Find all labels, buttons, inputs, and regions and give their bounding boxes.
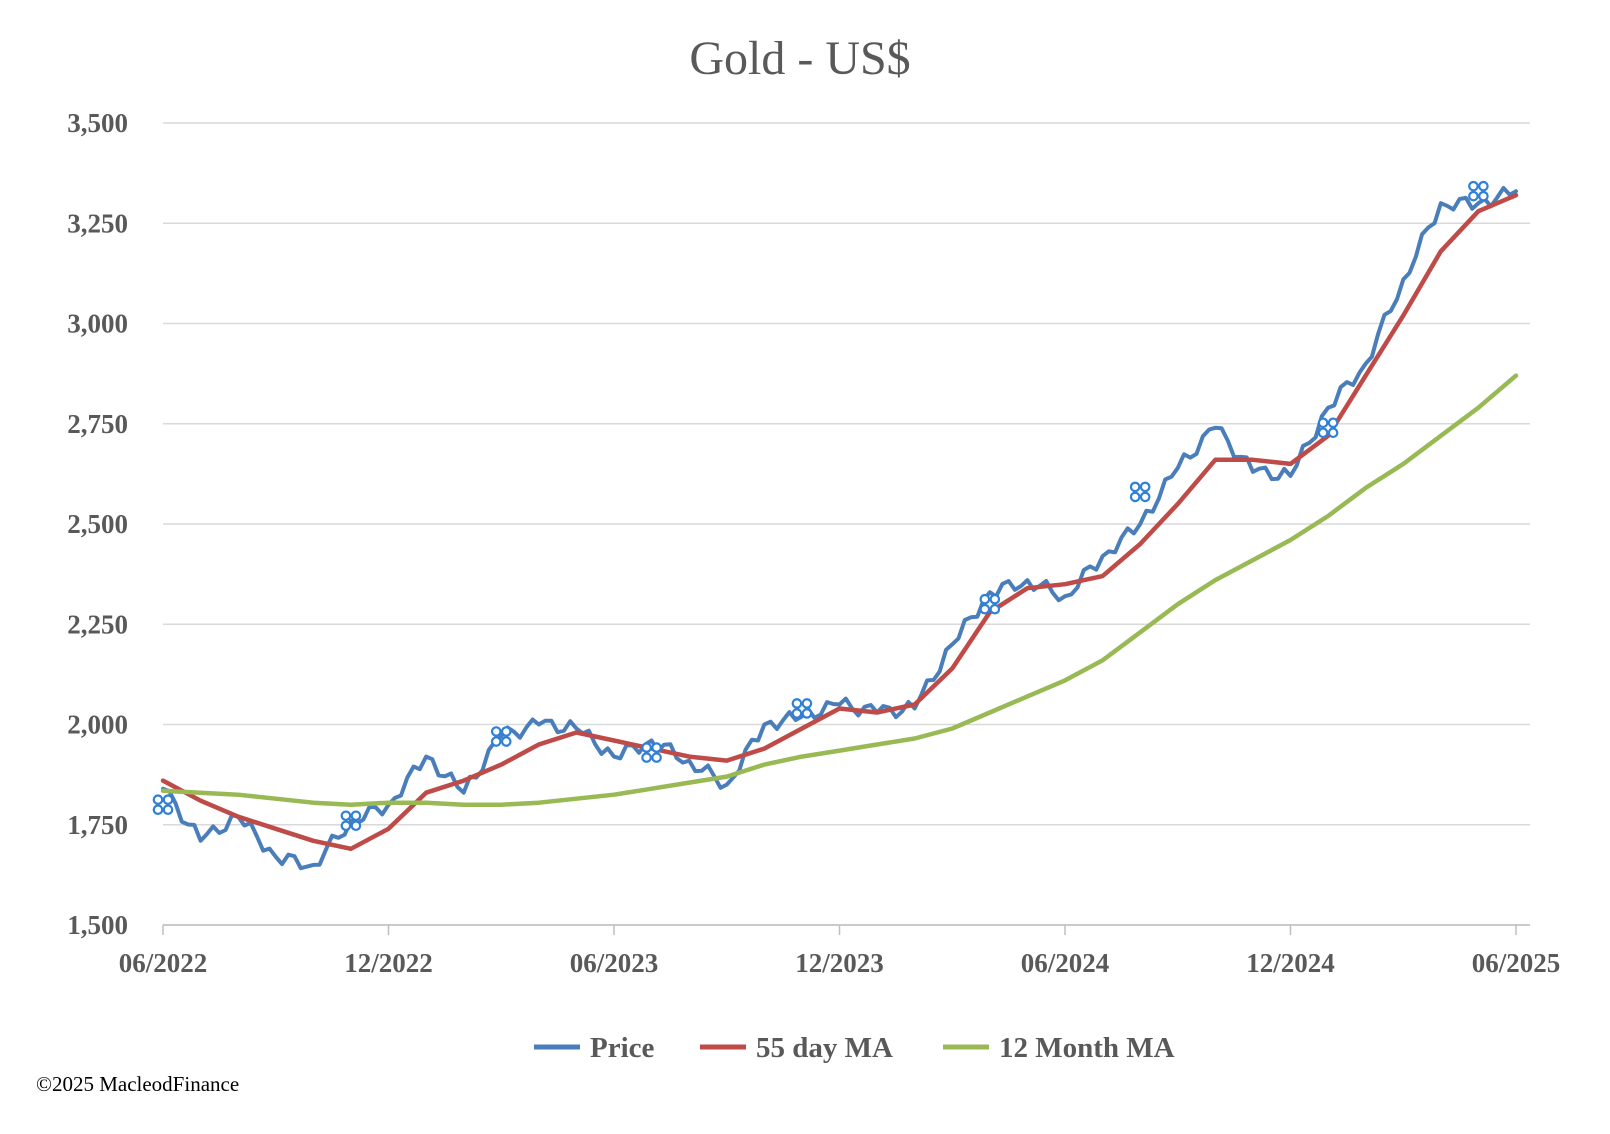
- x-tick-label: 12/2022: [344, 948, 433, 978]
- marker-circle: [979, 593, 991, 605]
- series-lines: [160, 186, 1519, 871]
- marker-circle: [989, 593, 1001, 605]
- marker-circle: [1129, 481, 1141, 493]
- y-tick-label: 3,000: [67, 309, 128, 339]
- marker-circle: [1317, 417, 1329, 429]
- legend-item: 12 Month MA: [943, 1032, 1175, 1064]
- legend-label: Price: [590, 1032, 655, 1064]
- marker-circle: [162, 794, 174, 805]
- y-tick-label: 2,250: [67, 609, 128, 639]
- legend-item: 55 day MA: [700, 1032, 893, 1064]
- marker-circle: [1139, 491, 1151, 503]
- marker-circle: [801, 698, 813, 709]
- marker-circle: [1478, 180, 1489, 192]
- four-circle-cluster-icon: [791, 698, 813, 719]
- marker-circle: [162, 804, 174, 815]
- x-tick-label: 12/2024: [1246, 948, 1335, 978]
- marker-circle: [340, 810, 352, 822]
- chart-title: Gold - US$: [689, 32, 910, 85]
- x-tick-label: 06/2024: [1021, 948, 1110, 978]
- marker-circle: [979, 603, 991, 615]
- marker-circle: [641, 752, 652, 763]
- marker-circle: [791, 698, 803, 709]
- marker-circle: [350, 820, 362, 832]
- x-axis: 06/2022 12/2022 06/2023 12/2023 06/2024 12/20…: [119, 924, 1561, 978]
- marker-circle: [500, 726, 512, 737]
- y-axis-tick-labels: 1,500 1,750 2,000 2,250 2,500 2,750 3,000 3,250…: [67, 108, 128, 940]
- y-tick-label: 1,500: [67, 910, 128, 940]
- marker-circle: [651, 752, 662, 763]
- marker-circle: [350, 810, 362, 822]
- four-circle-cluster-icon: [1129, 481, 1151, 503]
- y-tick-label: 2,000: [67, 710, 128, 740]
- marker-circle: [1129, 491, 1141, 503]
- marker-circle: [500, 736, 512, 747]
- x-tick-label: 06/2023: [570, 948, 659, 978]
- x-tick-label: 06/2022: [119, 948, 208, 978]
- four-circle-cluster-icon: [1317, 417, 1339, 439]
- four-circle-cluster-icon: [1468, 180, 1489, 202]
- x-tick-label: 06/2025: [1472, 948, 1561, 978]
- marker-circle: [490, 726, 502, 737]
- marker-circle: [490, 736, 502, 747]
- marker-circle: [651, 742, 662, 753]
- marker-circle: [1139, 481, 1151, 493]
- marker-circle: [1468, 190, 1479, 202]
- marker-circle: [152, 804, 164, 815]
- y-tick-label: 3,250: [67, 208, 128, 238]
- y-tick-label: 1,750: [67, 810, 128, 840]
- marker-circle: [989, 603, 1001, 615]
- legend-label: 55 day MA: [756, 1032, 893, 1064]
- y-tick-label: 2,500: [67, 509, 128, 539]
- marker-circle: [340, 820, 352, 832]
- marker-circle: [1468, 180, 1479, 192]
- copyright-notice: ©2025 MacleodFinance: [36, 1072, 240, 1096]
- marker-circle: [1478, 190, 1489, 202]
- four-circle-cluster-icon: [340, 810, 362, 832]
- four-circle-cluster-icon: [979, 593, 1001, 615]
- marker-circle: [1317, 427, 1329, 439]
- four-circle-cluster-icon: [152, 794, 174, 815]
- marker-circle: [801, 708, 813, 719]
- marker-circle: [152, 794, 164, 805]
- legend: Price 55 day MA 12 Month MA: [534, 1032, 1175, 1064]
- four-circle-cluster-icon: [641, 742, 662, 763]
- x-tick-label: 12/2023: [795, 948, 884, 978]
- legend-label: 12 Month MA: [999, 1032, 1175, 1064]
- markers: [152, 180, 1489, 832]
- legend-item: Price: [534, 1032, 655, 1064]
- series-line-55-day-ma: [160, 192, 1519, 852]
- marker-circle: [641, 742, 652, 753]
- marker-circle: [1327, 427, 1339, 439]
- y-tick-label: 2,750: [67, 409, 128, 439]
- y-tick-label: 3,500: [67, 108, 128, 138]
- series-line-12-month-ma: [160, 373, 1519, 807]
- marker-circle: [1327, 417, 1339, 429]
- four-circle-cluster-icon: [490, 726, 512, 747]
- marker-circle: [791, 708, 803, 719]
